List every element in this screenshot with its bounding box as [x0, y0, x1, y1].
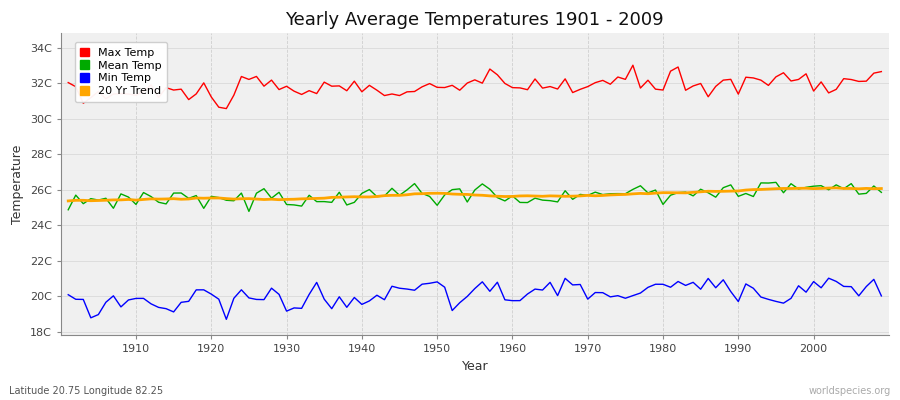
- X-axis label: Year: Year: [462, 360, 488, 373]
- Legend: Max Temp, Mean Temp, Min Temp, 20 Yr Trend: Max Temp, Mean Temp, Min Temp, 20 Yr Tre…: [75, 42, 167, 102]
- Y-axis label: Temperature: Temperature: [11, 145, 24, 224]
- Text: Latitude 20.75 Longitude 82.25: Latitude 20.75 Longitude 82.25: [9, 386, 163, 396]
- Text: worldspecies.org: worldspecies.org: [809, 386, 891, 396]
- Title: Yearly Average Temperatures 1901 - 2009: Yearly Average Temperatures 1901 - 2009: [285, 11, 664, 29]
